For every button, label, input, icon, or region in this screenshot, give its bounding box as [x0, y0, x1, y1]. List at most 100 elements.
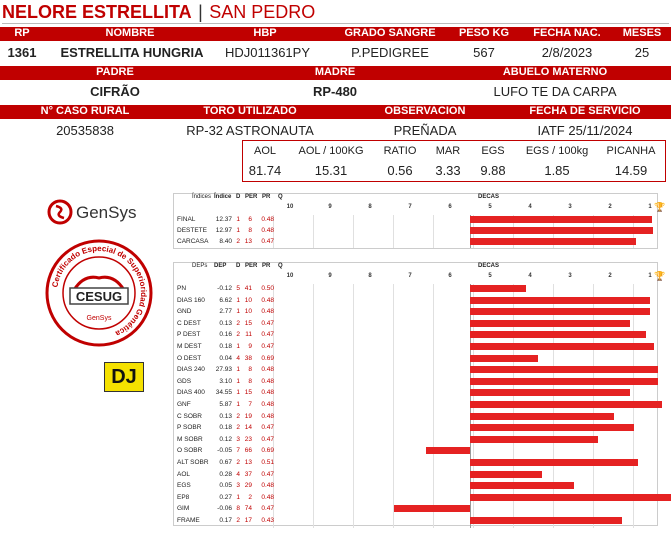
deca-bar — [470, 482, 574, 490]
row-pr: 0.47 — [261, 238, 274, 245]
deca-label: 7 — [408, 273, 412, 279]
row-d: 1 — [236, 401, 240, 408]
row-value: 6.62 — [219, 296, 232, 304]
row-per: 29 — [244, 482, 252, 490]
table-row: O SOBR -0.05 7 66 0.69 — [174, 446, 657, 455]
metric-label-picanha: PICANHA — [606, 145, 656, 157]
row-d: 2 — [236, 459, 240, 466]
row-label: O DEST — [177, 354, 202, 362]
row-value: 0.27 — [219, 493, 232, 501]
grid-line — [313, 284, 314, 528]
row-per: 7 — [248, 401, 252, 408]
row-pr: 0.48 — [261, 227, 274, 234]
deca-label: 4 — [528, 204, 532, 210]
row-per: 11 — [245, 331, 252, 339]
table-row: P DEST 0.16 2 11 0.47 — [174, 330, 657, 339]
row-label: P SOBR — [177, 424, 202, 432]
deca-bar — [470, 216, 652, 223]
row-value: 34.55 — [215, 389, 232, 397]
table-row: EP8 0.27 1 2 0.48 — [174, 493, 671, 502]
metric-value-egs: 9.88 — [480, 163, 506, 178]
row-label: M SOBR — [177, 435, 203, 443]
row-value: 8.40 — [219, 238, 232, 245]
metric-label-egs-100kg: EGS / 100kg — [525, 145, 589, 157]
row-per: 10 — [244, 296, 252, 304]
deca-label: 6 — [448, 204, 452, 210]
metric-label-egs: EGS — [481, 145, 505, 157]
row-label: FRAME — [177, 517, 200, 524]
grid-line — [393, 215, 394, 248]
row-value: 0.17 — [219, 517, 232, 524]
row-d: 2 — [236, 412, 240, 420]
deca-bar — [470, 389, 630, 397]
deca-bar — [470, 377, 658, 385]
value-meses: 25 — [634, 45, 650, 60]
header-abuelo-materno: ABUELO MATERNO — [502, 66, 608, 78]
panel-header: Índices Índice D PER PR Q DECAS — [174, 194, 657, 204]
table-row: M DEST 0.18 1 9 0.47 — [174, 342, 657, 351]
table-row: GDS 3.10 1 8 0.48 — [174, 377, 658, 386]
table-row: CARCASA 8.40 2 13 0.47 — [174, 237, 657, 246]
grid-line — [433, 215, 434, 248]
row-per: 23 — [244, 435, 252, 443]
header-madre: MADRE — [314, 66, 356, 78]
table-row: DIAS 160 6.62 1 10 0.48 — [174, 296, 657, 305]
deca-bar — [470, 401, 662, 408]
metric-value-egs-100kg: 1.85 — [544, 163, 570, 178]
row-d: 1 — [236, 216, 240, 223]
deca-label: 6 — [448, 273, 452, 279]
header-fecha-servicio: FECHA DE SERVICIO — [529, 105, 641, 117]
deca-label: 8 — [368, 273, 372, 279]
row-pr: 0.47 — [261, 505, 274, 513]
value-rp: 1361 — [7, 45, 37, 60]
grid-line — [273, 284, 274, 528]
row-pr: 0.48 — [261, 366, 274, 374]
table-row: DIAS 400 34.55 1 15 0.48 — [174, 388, 657, 397]
row-label: DIAS 240 — [177, 366, 205, 374]
metric-label-aol: AOL — [253, 145, 277, 157]
column-header: PR — [262, 263, 271, 269]
deca-bar — [470, 331, 646, 339]
deca-bar — [394, 505, 470, 513]
cesug-text: CESUG — [76, 289, 122, 304]
row-value: 2.77 — [219, 308, 232, 316]
row-d: 2 — [236, 238, 240, 245]
trophy-icon: 🏆 — [654, 202, 666, 212]
row-pr: 0.47 — [261, 319, 274, 327]
cesug-seal-graphic: Certificado Especial de Superioridad Gen… — [45, 239, 153, 347]
value-fecha-nac: 2/8/2023 — [541, 45, 593, 60]
column-header: PER — [245, 263, 258, 269]
row-value: -0.12 — [217, 285, 232, 292]
row-d: 1 — [236, 227, 240, 234]
header-padre: PADRE — [96, 66, 134, 78]
column-header: PER — [245, 194, 258, 200]
row-pr: 0.51 — [261, 459, 274, 466]
row-per: 66 — [244, 447, 252, 455]
table-row: M SOBR 0.12 3 23 0.47 — [174, 435, 657, 444]
deca-bar — [470, 459, 638, 466]
row-value: 5.87 — [219, 401, 232, 408]
value-abuelo-materno: LUFO TE DA CARPA — [493, 84, 617, 99]
deca-label: 9 — [328, 204, 332, 210]
row-value: 0.18 — [219, 343, 232, 350]
decas-title: DECAS — [478, 263, 500, 269]
value-padre: CIFRÃO — [90, 84, 140, 99]
row-pr: 0.48 — [261, 412, 274, 420]
header-toro-utilizado: TORO UTILIZADO — [203, 105, 297, 117]
deca-label: 1 — [648, 204, 652, 210]
row-per: 74 — [244, 505, 252, 513]
metric-value-mar: 3.33 — [435, 163, 461, 178]
metric-value-aol: 81.74 — [248, 163, 282, 178]
header-rp: RP — [14, 27, 30, 39]
deca-bar — [470, 470, 542, 478]
value-hbp: HDJ011361PY — [224, 45, 311, 60]
deca-label: 3 — [568, 273, 572, 279]
value-nombre: ESTRELLITA HUNGRIA — [60, 45, 204, 60]
deca-label: 10 — [286, 204, 294, 210]
row-d: 1 — [236, 343, 240, 350]
metric-label-ratio: RATIO — [383, 145, 417, 157]
row-label: CARCASA — [177, 238, 209, 245]
deca-bar — [426, 447, 470, 455]
row-pr: 0.48 — [261, 216, 274, 223]
deca-label: 2 — [608, 204, 612, 210]
